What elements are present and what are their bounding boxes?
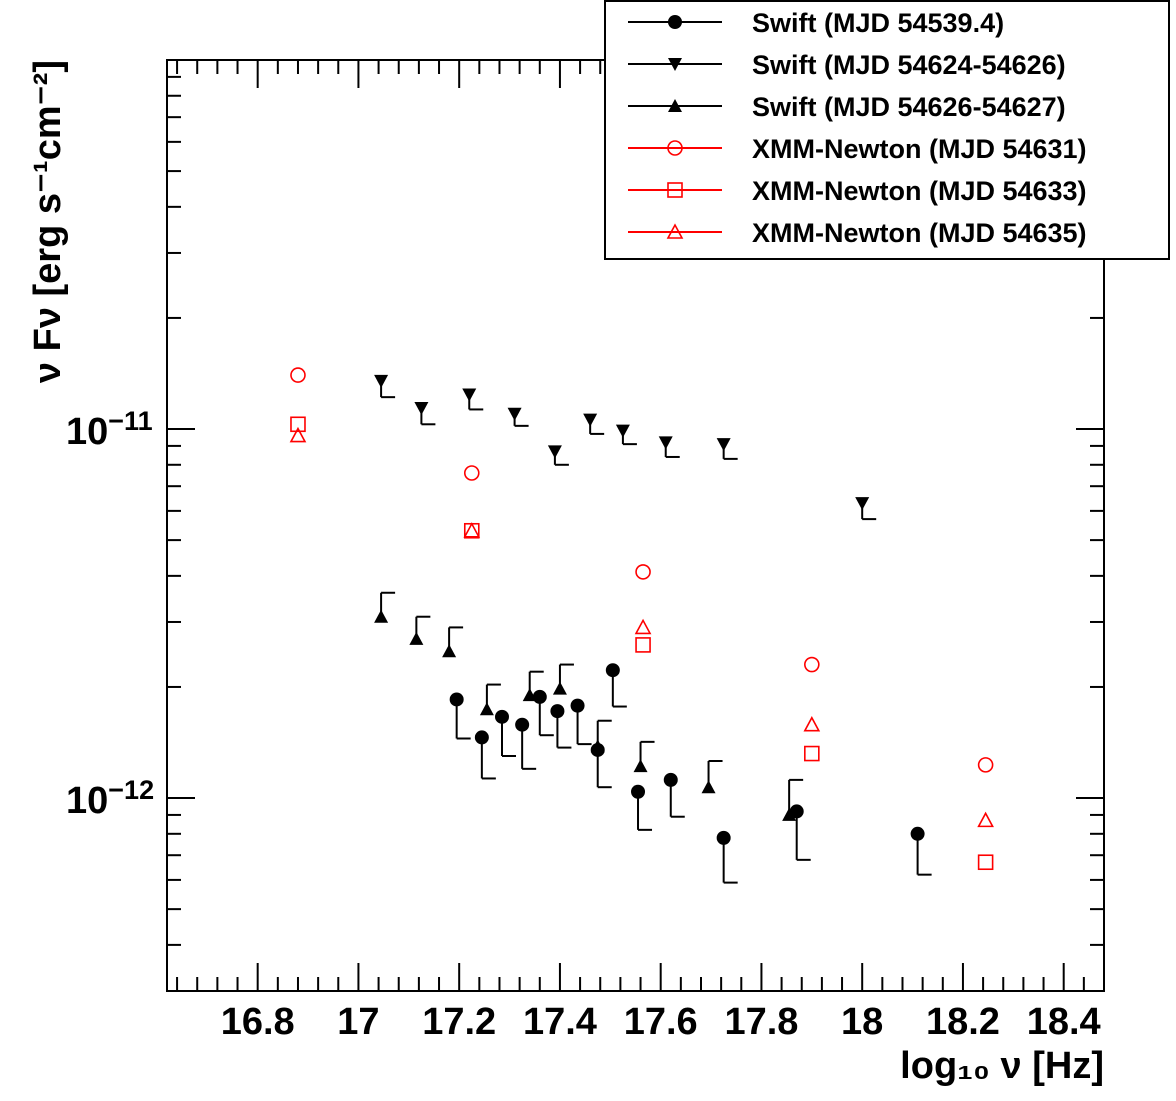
data-point bbox=[507, 407, 522, 421]
legend-marker bbox=[668, 58, 682, 71]
legend-marker bbox=[668, 15, 682, 29]
y-axis-label: ν Fν [erg s⁻¹cm⁻²] bbox=[27, 60, 69, 383]
legend-marker bbox=[667, 182, 683, 198]
data-point bbox=[409, 631, 424, 645]
data-point bbox=[374, 609, 389, 623]
data-point bbox=[590, 739, 605, 753]
legend-marker bbox=[666, 223, 684, 239]
data-point bbox=[658, 436, 673, 450]
data-point bbox=[631, 784, 646, 799]
data-point bbox=[515, 717, 530, 732]
data-point bbox=[290, 367, 306, 383]
y-tick-label: 10−11 bbox=[66, 406, 153, 453]
data-point bbox=[495, 709, 510, 724]
data-point bbox=[552, 681, 567, 695]
data-point bbox=[634, 618, 652, 635]
data-point bbox=[635, 564, 651, 580]
legend-entry: XMM-Newton (MJD 54633) bbox=[752, 176, 1087, 206]
series-3 bbox=[290, 367, 994, 773]
legend-entry: Swift (MJD 54539.4) bbox=[752, 8, 1004, 38]
data-point bbox=[570, 698, 585, 713]
data-point bbox=[474, 730, 489, 745]
data-point bbox=[977, 854, 994, 871]
data-point bbox=[522, 688, 537, 702]
x-tick-label: 17.4 bbox=[523, 1001, 597, 1043]
x-tick-label: 17.2 bbox=[422, 1001, 496, 1043]
tick-labels: 16.8 17 17.2 17.4 17.6 17.8 18 18.2 18.4 10−11 10−… bbox=[66, 406, 1101, 1043]
x-tick-label: 17.8 bbox=[724, 1001, 798, 1043]
legend-entry: XMM-Newton (MJD 54635) bbox=[752, 218, 1087, 248]
data-point bbox=[804, 656, 820, 673]
data-point bbox=[463, 465, 480, 481]
data-point bbox=[803, 716, 821, 732]
data-point bbox=[532, 689, 547, 704]
x-tick-label: 17.6 bbox=[624, 1001, 698, 1043]
data-point bbox=[782, 807, 797, 821]
data-point bbox=[804, 745, 820, 762]
x-axis-label: log₁₀ ν [Hz] bbox=[900, 1045, 1104, 1087]
legend-entry: XMM-Newton (MJD 54631) bbox=[752, 134, 1087, 164]
x-tick-label: 16.8 bbox=[221, 1001, 295, 1043]
series-5 bbox=[289, 426, 994, 828]
data-point bbox=[615, 424, 630, 438]
legend-box bbox=[604, 0, 1170, 260]
data-point bbox=[547, 445, 562, 459]
series-2 bbox=[374, 591, 804, 821]
legend-entry: Swift (MJD 54626-54627) bbox=[752, 92, 1066, 122]
data-point bbox=[550, 704, 565, 719]
data-point bbox=[290, 416, 306, 433]
series-0 bbox=[449, 663, 932, 884]
legend-entry: Swift (MJD 54624-54626) bbox=[752, 50, 1066, 80]
data-point bbox=[855, 497, 870, 511]
data-point bbox=[414, 402, 429, 416]
series-1 bbox=[374, 374, 877, 521]
data-point bbox=[462, 388, 477, 402]
data-point bbox=[583, 413, 598, 427]
data-point bbox=[716, 830, 731, 845]
x-tick-label: 18.2 bbox=[926, 1001, 1000, 1043]
data-point bbox=[701, 780, 716, 794]
data-point bbox=[449, 692, 464, 707]
data-point bbox=[605, 663, 620, 678]
data-marks bbox=[289, 367, 994, 884]
data-point bbox=[789, 804, 804, 819]
data-point bbox=[479, 702, 494, 716]
y-tick-label: 10−12 bbox=[66, 775, 154, 822]
data-point bbox=[289, 426, 307, 443]
x-tick-label: 18 bbox=[841, 1001, 883, 1043]
data-point bbox=[910, 826, 925, 841]
data-point bbox=[463, 522, 481, 538]
legend: Swift (MJD 54539.4) Swift (MJD 54624-5462… bbox=[604, 0, 1170, 260]
data-point bbox=[374, 374, 389, 388]
data-point bbox=[633, 759, 648, 773]
data-point bbox=[977, 811, 994, 828]
x-tick-label: 18.4 bbox=[1027, 1001, 1101, 1043]
x-tick-label: 17 bbox=[337, 1001, 379, 1043]
data-point bbox=[442, 644, 457, 658]
legend-marker bbox=[668, 99, 682, 112]
legend-marker bbox=[667, 140, 683, 156]
data-point bbox=[635, 637, 651, 653]
data-point bbox=[716, 438, 731, 452]
data-point bbox=[977, 757, 994, 773]
data-point bbox=[663, 772, 678, 787]
